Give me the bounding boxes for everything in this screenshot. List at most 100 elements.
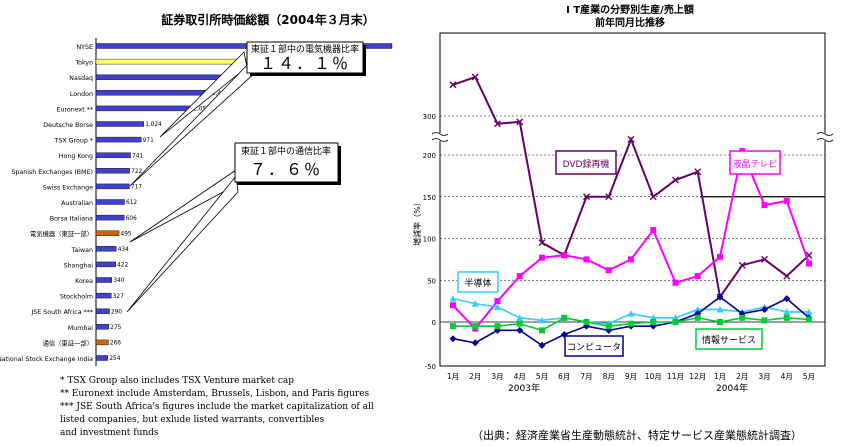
legend-dvd-label: DVD録再機 [563,158,610,170]
bar-value-label: 290 [111,309,122,315]
data-point [494,298,501,305]
x-tick-label: 6月 [558,372,570,381]
legend-semiconductor: 半導体 [457,271,499,293]
callout-label: 東証１部中の通信比率 [241,145,331,157]
x-tick-label: 9月 [625,372,637,381]
it-production-chart: I T産業の分野別生産/売上額 前年同月比推移 -500501001502003… [412,3,834,442]
y-tick-label: 200 [423,152,436,160]
bar-value-label: 275 [110,325,121,331]
legend-lcd-label: 液晶テレビ [732,158,777,170]
data-point [761,305,768,313]
data-point [806,316,812,323]
data-point [672,279,679,286]
it-chart-subtitle: 前年同月比推移 [595,16,665,29]
axis-break-mark [816,132,834,136]
category-label: London [70,91,93,98]
bar-value-label: 495 [121,231,132,237]
callout-box [234,142,339,183]
data-point [717,319,723,325]
callout-value: １４．１％ [260,54,350,73]
callout-pointer [159,51,248,138]
data-point [605,323,612,330]
x-tick-label: 2月 [469,372,481,381]
x-tick-label: 1月 [447,372,459,381]
data-point [761,317,768,324]
market-cap-chart: 証券取引所時価総額（2004年３月末） NYSE Tokyo Nasdaq Londo… [0,12,393,438]
bar [95,355,109,361]
y-tick-label: 50 [427,277,436,285]
data-point [538,316,546,324]
data-point [716,305,724,313]
y-tick-label: 150 [423,194,436,202]
market-cap-chart-title: 証券取引所時価総額（2004年３月末） [161,12,374,27]
category-label: JSE South Africa *** [30,309,93,316]
bar-value-label: 340 [113,278,124,284]
x-tick-label: 5月 [803,372,815,381]
category-label: 通信（東証一部） [43,338,93,347]
footnote-3: *** JSE South Africa's figures include t… [60,402,377,438]
bar-value-label: 266 [110,341,121,347]
data-point [783,272,791,280]
bar [95,183,130,190]
callout-pointer [126,175,239,313]
y-tick-label: 300 [423,113,436,121]
data-point [783,295,791,303]
bar-value-label: 254 [109,356,120,362]
bar-value-label: 1,024 [145,122,162,128]
x-tick-label: 4月 [514,372,526,381]
x-tick-label: 10月 [645,372,662,381]
data-point [605,193,613,201]
data-point [538,239,546,247]
year-label-2003: 2003年 [508,382,540,394]
data-point [450,302,456,309]
category-label: NYSE [76,44,93,51]
data-point [761,255,768,263]
data-point [516,320,523,327]
category-label: Nasdaq [69,75,93,82]
callout-shadow [363,45,366,76]
legend-lcd-box [729,150,781,175]
legend-semiconductor-box [457,271,499,293]
data-point [472,323,479,330]
callout-shadow [338,146,341,185]
y-tick-label: 0 [432,319,436,327]
year-label-2004: 2004年 [716,382,748,394]
callout-shadow [250,73,366,76]
data-point [805,308,813,315]
bar-value-label: 434 [118,247,129,253]
callout-value: ７．６％ [250,160,322,179]
callout-shadow [238,182,341,185]
bar [95,43,393,49]
data-point [627,310,635,317]
data-point [605,267,612,274]
data-point [649,193,657,201]
legend-computer: コンピュータ [564,335,624,357]
data-point [627,135,635,143]
bar-value-label: 422 [117,263,128,269]
y-axis-label: 増減率（%） [412,198,422,246]
bar [95,105,192,112]
bar-value-label: 717 [131,185,142,191]
data-point [494,303,501,310]
data-point [694,273,701,280]
data-point [783,197,790,204]
bar [95,90,211,96]
data-point [561,314,568,321]
data-point [716,293,724,301]
bar [95,199,125,205]
bar [95,136,142,143]
bar [95,74,229,80]
data-point [539,254,545,261]
data-point [694,168,702,176]
bar-value-label: 722 [131,169,142,175]
footnote-1: * TSX Group also includes TSX Venture ma… [60,376,294,386]
data-point [628,320,634,327]
data-point [806,260,812,267]
x-tick-label: 2月 [736,372,748,381]
data-point [694,314,701,321]
bar [95,324,110,330]
data-point [516,273,523,280]
data-point [516,326,524,334]
axis-break-mark [431,132,449,136]
bar [95,152,131,158]
